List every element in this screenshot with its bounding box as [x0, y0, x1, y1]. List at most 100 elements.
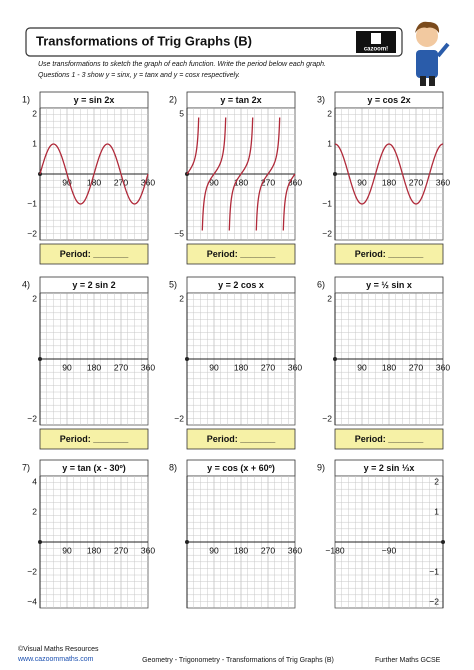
- y-tick-label: 2: [327, 293, 332, 303]
- period-label: Period: _______: [355, 434, 425, 444]
- x-tick-label: −90: [382, 545, 397, 555]
- equation: y = cos 2x: [367, 95, 410, 105]
- x-tick-label: 360: [288, 362, 302, 372]
- question-number: 5): [169, 279, 177, 289]
- y-tick-label: −2: [27, 566, 37, 576]
- question-number: 6): [317, 279, 325, 289]
- origin: [185, 357, 189, 361]
- title: Transformations of Trig Graphs (B): [36, 33, 252, 48]
- instruction: Use transformations to sketch the graph …: [38, 61, 326, 68]
- period-box: [186, 243, 296, 265]
- x-tick-label: 180: [382, 177, 396, 187]
- x-tick-label: 360: [436, 362, 450, 372]
- x-tick-label: 270: [114, 545, 128, 555]
- y-tick-label: −4: [27, 596, 37, 606]
- period-box: [39, 243, 149, 265]
- x-tick-label: 90: [357, 362, 367, 372]
- origin: [38, 357, 42, 361]
- y-tick-label: −2: [429, 596, 439, 606]
- copyright: ©Visual Maths Resources: [18, 645, 99, 653]
- y-tick-label: 2: [32, 506, 37, 516]
- y-tick-label: −1: [27, 198, 37, 208]
- x-tick-label: 270: [114, 362, 128, 372]
- x-tick-label: 270: [261, 362, 275, 372]
- period-box: [334, 243, 444, 265]
- mascot-body: [416, 50, 438, 78]
- question-number: 7): [22, 462, 30, 472]
- equation: y = 2 sin ⅓x: [364, 463, 415, 473]
- topic: Geometry - Trigonometry - Transformation…: [142, 657, 334, 664]
- logo: cazoom!: [364, 47, 388, 53]
- origin: [333, 357, 337, 361]
- equation: y = 2 cos x: [218, 280, 264, 290]
- mascot-leg: [429, 76, 435, 86]
- y-tick-label: −1: [429, 566, 439, 576]
- curve: [335, 143, 443, 205]
- y-tick-label: 2: [327, 108, 332, 118]
- x-tick-label: 270: [409, 177, 423, 187]
- x-tick-label: 360: [141, 545, 155, 555]
- origin: [185, 540, 189, 544]
- period-label: Period: _______: [355, 249, 425, 259]
- x-tick-label: 90: [62, 545, 72, 555]
- logo-icon: [371, 33, 381, 44]
- period-label: Period: _______: [60, 249, 130, 259]
- x-tick-label: 180: [87, 545, 101, 555]
- y-tick-label: −2: [322, 228, 332, 238]
- x-tick-label: 270: [409, 362, 423, 372]
- x-tick-label: 90: [209, 362, 219, 372]
- question-number: 9): [317, 462, 325, 472]
- x-tick-label: 90: [62, 177, 72, 187]
- y-tick-label: 1: [32, 138, 37, 148]
- y-tick-label: 2: [32, 293, 37, 303]
- y-tick-label: −1: [322, 198, 332, 208]
- period-box: [186, 428, 296, 450]
- y-tick-label: 1: [327, 138, 332, 148]
- equation: y = tan 2x: [220, 95, 261, 105]
- x-tick-label: −180: [325, 545, 344, 555]
- mascot-arm: [436, 42, 450, 58]
- mascot: [415, 21, 450, 86]
- origin: [38, 540, 42, 544]
- y-tick-label: 2: [32, 108, 37, 118]
- y-tick-label: 2: [179, 293, 184, 303]
- curve: [39, 143, 149, 205]
- period-label: Period: _______: [207, 434, 277, 444]
- x-tick-label: 180: [234, 177, 248, 187]
- mascot-head: [416, 25, 438, 47]
- x-tick-label: 360: [288, 177, 302, 187]
- period-box: [39, 428, 149, 450]
- y-tick-label: 2: [434, 476, 439, 486]
- x-tick-label: 180: [234, 545, 248, 555]
- website[interactable]: www.cazoommaths.com: [17, 656, 94, 663]
- origin: [441, 540, 445, 544]
- equation: y = ½ sin x: [366, 280, 412, 290]
- y-tick-label: 4: [32, 476, 37, 486]
- question-number: 3): [317, 94, 325, 104]
- x-tick-label: 180: [234, 362, 248, 372]
- instruction: Questions 1 - 3 show y = sinx, y = tanx …: [38, 72, 240, 79]
- course: Further Maths GCSE: [375, 657, 441, 664]
- y-tick-label: 1: [434, 506, 439, 516]
- y-tick-label: −2: [322, 413, 332, 423]
- x-tick-label: 90: [209, 545, 219, 555]
- x-tick-label: 180: [382, 362, 396, 372]
- curve: [186, 117, 296, 231]
- x-tick-label: 360: [141, 177, 155, 187]
- x-tick-label: 270: [261, 545, 275, 555]
- equation: y = 2 sin 2: [72, 280, 115, 290]
- y-tick-label: 5: [179, 108, 184, 118]
- x-tick-label: 270: [114, 177, 128, 187]
- period-label: Period: _______: [207, 249, 277, 259]
- x-tick-label: 360: [141, 362, 155, 372]
- question-number: 8): [169, 462, 177, 472]
- origin: [333, 172, 337, 176]
- question-number: 2): [169, 94, 177, 104]
- mascot-hair: [415, 21, 440, 33]
- x-tick-label: 360: [288, 545, 302, 555]
- x-tick-label: 270: [261, 177, 275, 187]
- y-tick-label: −2: [27, 228, 37, 238]
- x-tick-label: 360: [436, 177, 450, 187]
- equation: y = cos (x + 60º): [207, 463, 275, 473]
